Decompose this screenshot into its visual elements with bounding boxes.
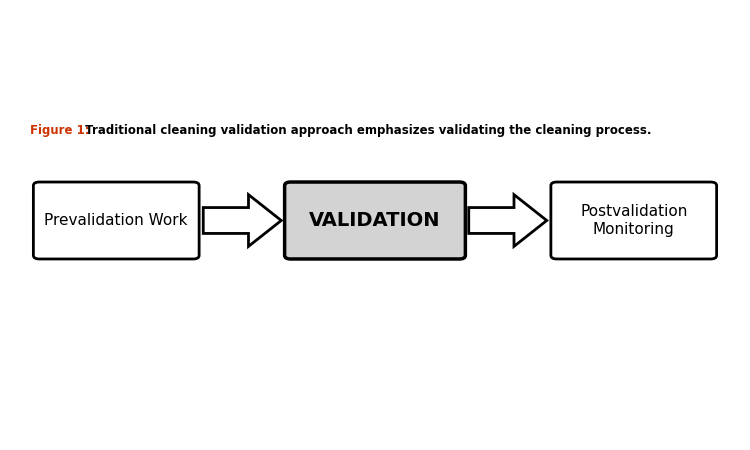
FancyBboxPatch shape: [34, 182, 199, 259]
Polygon shape: [203, 194, 281, 247]
Text: Postvalidation
Monitoring: Postvalidation Monitoring: [580, 204, 688, 237]
Text: Prevalidation Work: Prevalidation Work: [44, 213, 188, 228]
FancyBboxPatch shape: [285, 182, 465, 259]
Text: Traditional cleaning validation approach emphasizes validating the cleaning proc: Traditional cleaning validation approach…: [81, 124, 652, 137]
Text: VALIDATION: VALIDATION: [309, 211, 441, 230]
Text: Figure 1:: Figure 1:: [30, 124, 90, 137]
Polygon shape: [469, 194, 547, 247]
FancyBboxPatch shape: [550, 182, 716, 259]
